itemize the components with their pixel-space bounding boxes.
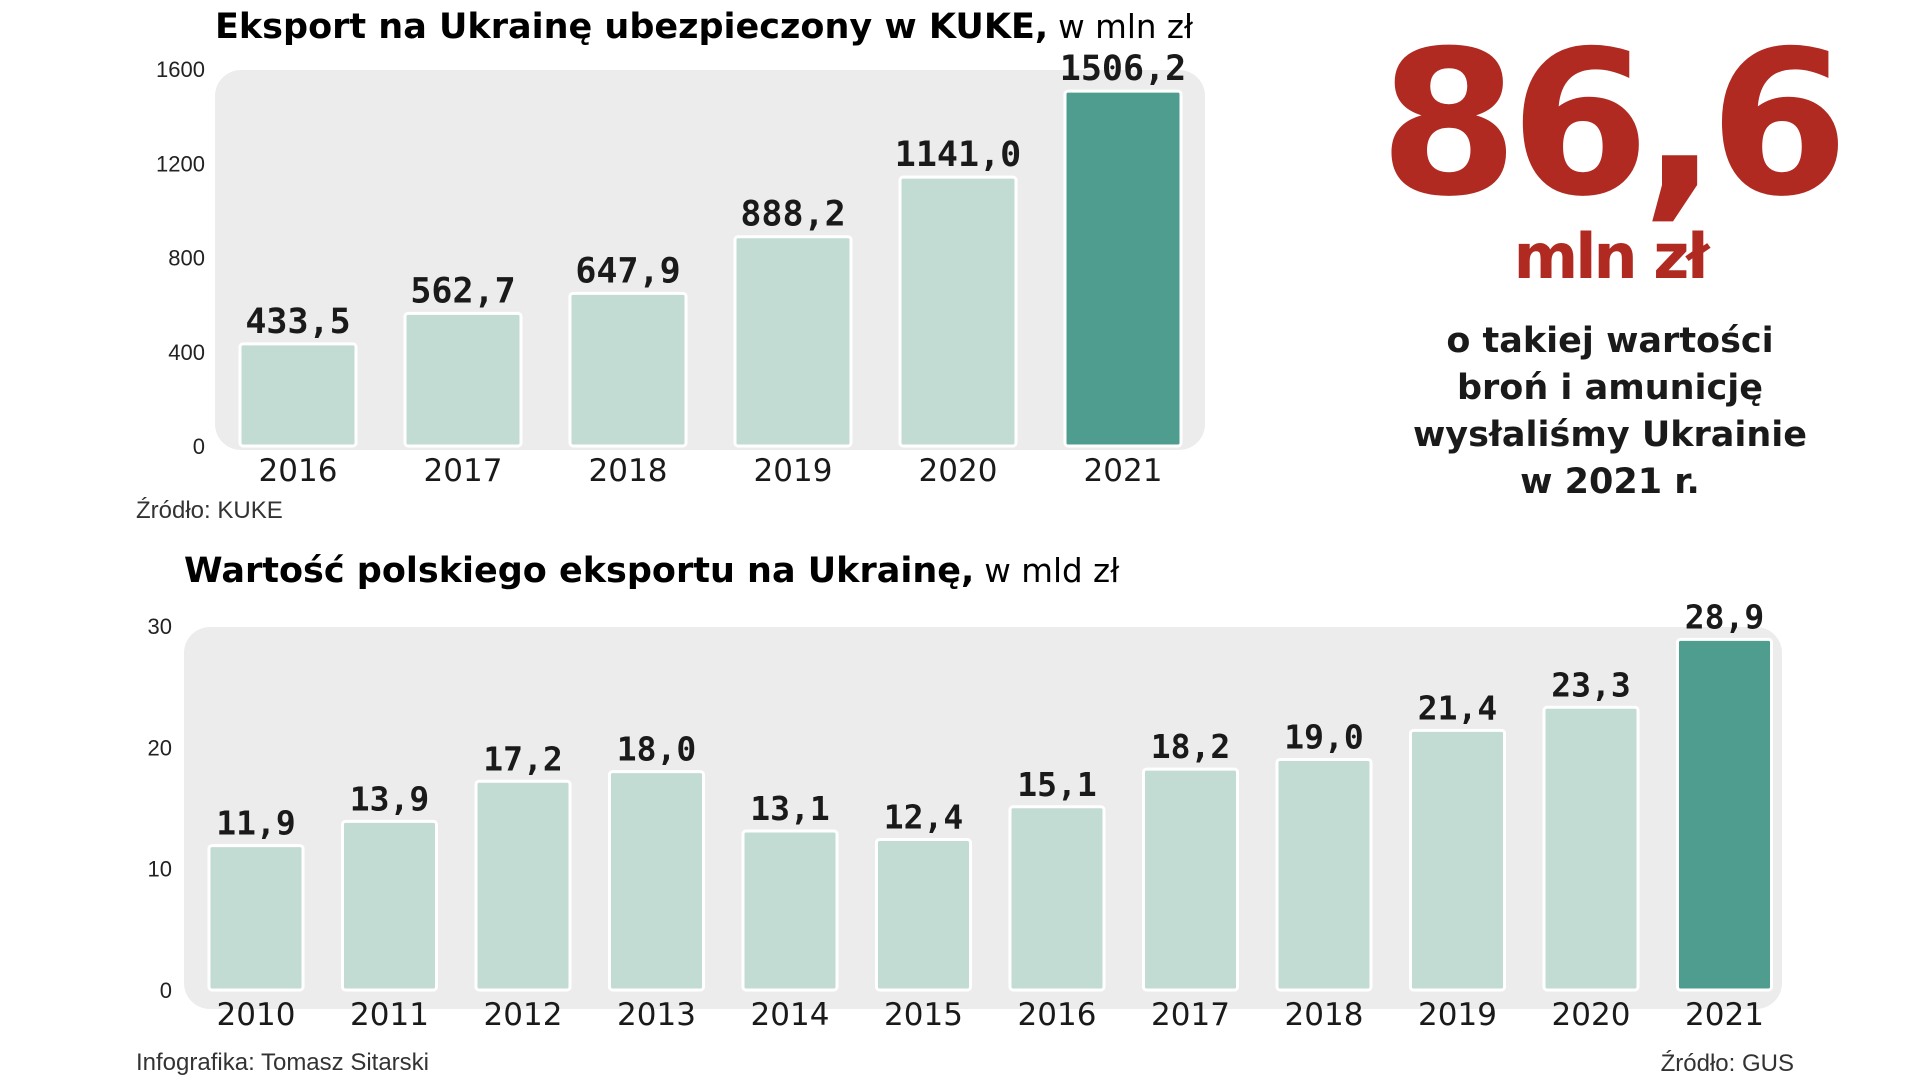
y-tick-label: 0 — [193, 434, 205, 459]
x-category-label: 2011 — [350, 997, 429, 1033]
chart-title-main: Wartość polskiego eksportu na Ukrainę, — [184, 551, 974, 591]
y-tick-label: 1200 — [156, 151, 205, 176]
y-tick-label: 30 — [148, 614, 172, 639]
bar-value-label: 13,9 — [350, 779, 429, 818]
bar — [403, 311, 523, 448]
plot-panel — [215, 70, 1205, 450]
highlight-description-line: w 2021 r. — [1520, 462, 1700, 502]
highlight-description-line: o takiej wartości — [1446, 321, 1774, 361]
x-category-label: 2015 — [884, 997, 963, 1033]
x-category-label: 2016 — [259, 453, 338, 489]
x-category-label: 2016 — [1018, 997, 1097, 1033]
bar-value-label: 23,3 — [1551, 665, 1630, 704]
chart-unit-label: w mln zł — [1058, 8, 1194, 46]
x-category-label: 2021 — [1084, 453, 1163, 489]
bar-value-label: 18,0 — [617, 730, 696, 769]
y-tick-label: 400 — [168, 340, 205, 365]
y-tick-label: 20 — [148, 735, 172, 760]
bar — [474, 779, 572, 992]
bar-value-label: 12,4 — [884, 798, 963, 837]
bar — [1542, 705, 1640, 992]
bar-value-label: 11,9 — [216, 804, 295, 843]
bar — [1409, 728, 1506, 992]
y-tick-label: 10 — [148, 857, 172, 882]
bar — [875, 838, 972, 992]
chart-title: Wartość polskiego eksportu na Ukrainę, w … — [184, 551, 1120, 591]
chart-title-main: Eksport na Ukrainę ubezpieczony w KUKE, — [215, 7, 1048, 47]
x-category-label: 2017 — [1151, 997, 1230, 1033]
highlight-description: o takiej wartości broń i amunicję wysłal… — [1320, 318, 1900, 506]
infographic-credit: Infografika: Tomasz Sitarski — [136, 1049, 429, 1076]
chart-kuke-insured-exports: Eksport na Ukrainę ubezpieczony w KUKE, w… — [136, 7, 1205, 520]
x-category-label: 2019 — [1418, 997, 1497, 1033]
bar-value-label: 647,9 — [575, 251, 680, 291]
y-tick-label: 800 — [168, 246, 205, 271]
bar-value-label: 19,0 — [1284, 717, 1363, 756]
x-category-label: 2018 — [589, 453, 668, 489]
bar-value-label: 21,4 — [1418, 688, 1497, 727]
x-category-label: 2021 — [1685, 997, 1764, 1033]
bar-value-label: 1506,2 — [1060, 49, 1186, 89]
bar-value-label: 15,1 — [1017, 765, 1096, 804]
bar — [238, 342, 358, 448]
chart-source: Źródło: KUKE — [136, 497, 283, 520]
chart-source: Źródło: GUS — [1661, 1050, 1794, 1077]
bar — [1676, 637, 1773, 992]
chart-unit-label: w mld zł — [984, 552, 1120, 590]
bar-value-label: 562,7 — [410, 271, 515, 311]
x-category-label: 2018 — [1285, 997, 1364, 1033]
bar — [733, 235, 853, 448]
x-category-label: 2014 — [751, 997, 830, 1033]
bar — [1008, 805, 1106, 992]
plot-panel — [184, 627, 1782, 1009]
bar-value-label: 18,2 — [1151, 727, 1230, 766]
y-tick-label: 1600 — [156, 57, 205, 82]
bar-value-label: 1141,0 — [895, 135, 1021, 175]
bar-value-label: 17,2 — [483, 739, 562, 778]
bar — [608, 770, 705, 992]
bar — [341, 819, 438, 992]
highlight-description-line: broń i amunicję — [1456, 368, 1764, 408]
x-category-label: 2010 — [217, 997, 296, 1033]
bar — [568, 291, 688, 448]
chart-title: Eksport na Ukrainę ubezpieczony w KUKE, w… — [215, 7, 1194, 47]
x-category-label: 2020 — [919, 453, 998, 489]
x-category-label: 2017 — [424, 453, 503, 489]
x-category-label: 2013 — [617, 997, 696, 1033]
highlight-description-line: wysłaliśmy Ukrainie — [1412, 415, 1808, 455]
x-category-label: 2020 — [1552, 997, 1631, 1033]
credit-area: Infografika: Tomasz Sitarski — [136, 1049, 429, 1076]
bar-value-label: 13,1 — [750, 789, 829, 828]
x-category-label: 2012 — [484, 997, 563, 1033]
y-tick-label: 0 — [160, 978, 172, 1003]
highlight-unit: mln zł — [1513, 220, 1710, 293]
bar-value-label: 433,5 — [245, 302, 350, 342]
chart-polish-exports-to-ukraine: Wartość polskiego eksportu na Ukrainę, w … — [148, 551, 1794, 1077]
x-category-label: 2019 — [754, 453, 833, 489]
highlight-callout: 86,6 mln zł o takiej wartości broń i amu… — [1320, 20, 1900, 506]
bar — [741, 829, 839, 992]
bar — [1275, 757, 1373, 992]
bar — [1142, 767, 1239, 992]
bar — [207, 844, 305, 992]
bar-value-label: 28,9 — [1685, 597, 1764, 636]
bar-value-label: 888,2 — [740, 195, 845, 235]
highlight-value: 86,6 — [1379, 8, 1848, 241]
bar — [898, 175, 1018, 448]
bar — [1063, 89, 1183, 448]
